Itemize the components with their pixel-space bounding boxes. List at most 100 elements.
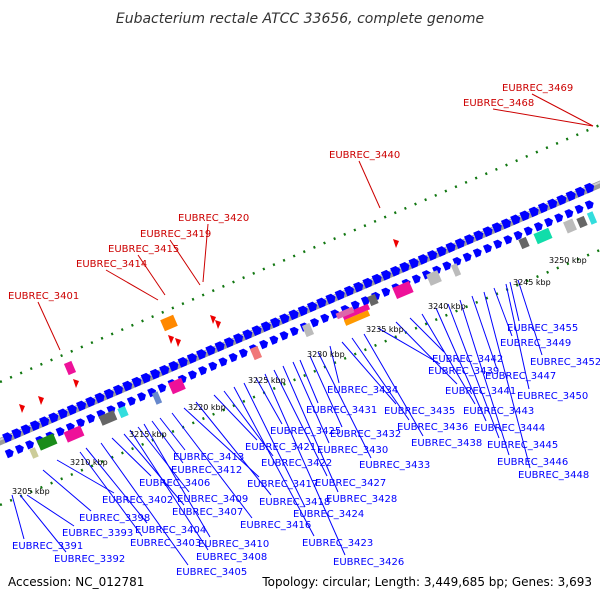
cds-reverse xyxy=(574,204,584,215)
feature-box xyxy=(341,303,371,321)
tick-label: 3235 kbp xyxy=(366,325,404,334)
feature-box xyxy=(168,377,186,395)
cds-reverse xyxy=(523,226,533,236)
leader-line xyxy=(42,469,92,512)
cds-forward xyxy=(482,226,493,238)
cds-forward xyxy=(316,297,327,309)
cds-reverse xyxy=(126,396,136,406)
cds-forward xyxy=(103,388,114,400)
leader-line xyxy=(233,386,315,537)
cds-forward xyxy=(343,285,354,297)
leader-line xyxy=(123,433,185,506)
feature-box xyxy=(533,227,553,245)
leader-line xyxy=(299,359,319,404)
leader-line xyxy=(255,377,283,425)
cds-forward xyxy=(66,404,77,416)
cds-forward xyxy=(417,254,428,265)
gene-label-blue: EUBREC_3433 xyxy=(359,460,430,471)
gene-label-blue: EUBREC_3422 xyxy=(261,458,332,469)
cds-reverse xyxy=(482,243,492,254)
leader-line xyxy=(143,423,211,538)
gene-label-red: EUBREC_3420 xyxy=(178,213,249,224)
cds-reverse xyxy=(503,235,513,245)
cds-forward xyxy=(574,186,585,198)
gene-label-blue: EUBREC_3398 xyxy=(79,513,150,524)
cds-forward xyxy=(463,234,475,245)
gene-label-blue: EUBREC_3408 xyxy=(196,552,267,563)
cds-forward xyxy=(436,246,447,257)
cds-forward xyxy=(408,258,419,269)
cds-reverse xyxy=(198,366,208,376)
feature-box xyxy=(29,447,39,459)
gene-label-blue: EUBREC_3424 xyxy=(293,509,364,520)
feature-box xyxy=(563,218,577,234)
cds-forward xyxy=(269,317,281,329)
map-title: Eubacterium rectale ATCC 33656, complete… xyxy=(116,11,484,27)
tick-label: 3230 kbp xyxy=(307,350,345,359)
cds-reverse xyxy=(218,357,228,367)
leader-line xyxy=(202,223,209,283)
leader-lines xyxy=(11,93,594,566)
gene-label-blue: EUBREC_3434 xyxy=(327,385,398,396)
feature-box xyxy=(63,360,77,376)
cds-reverse xyxy=(25,440,35,450)
leader-line xyxy=(100,442,189,566)
leader-line xyxy=(243,382,306,508)
feature-box xyxy=(576,215,588,229)
cds-forward xyxy=(510,214,521,226)
gene-label-blue: EUBREC_3430 xyxy=(317,445,388,456)
gene-label-red: EUBREC_3419 xyxy=(140,229,211,240)
cds-reverse xyxy=(462,252,472,262)
cds-forward xyxy=(491,222,502,234)
tick-labels: 3205 kbp 3210 kbp 3215 kbp 3220 kbp 3225 kbp… xyxy=(12,256,587,496)
leader-line xyxy=(493,287,513,337)
gene-label-blue: EUBREC_3427 xyxy=(315,478,386,489)
feature-box xyxy=(450,263,462,277)
tick-label: 3225 kbp xyxy=(248,376,286,385)
cds-forward xyxy=(556,194,567,206)
gene-label-blue: EUBREC_3428 xyxy=(326,494,397,505)
cds-reverse xyxy=(55,427,65,437)
gene-label-blue: EUBREC_3435 xyxy=(384,406,455,417)
leader-line xyxy=(26,494,75,527)
gene-label-red: EUBREC_3469 xyxy=(502,83,573,94)
leader-line xyxy=(509,281,520,322)
cds-forward xyxy=(131,376,142,388)
tick-label: 3210 kbp xyxy=(70,458,108,467)
leader-line xyxy=(11,494,25,540)
cds-forward xyxy=(537,202,548,214)
leader-line xyxy=(159,417,186,451)
cds-forward xyxy=(528,206,539,218)
cds-forward xyxy=(353,281,364,293)
feature-box xyxy=(335,306,355,320)
cds-forward xyxy=(325,293,336,305)
cds-forward xyxy=(85,396,96,408)
cds-forward xyxy=(122,380,133,392)
leader-line xyxy=(213,394,258,441)
cds-reverse xyxy=(187,370,197,380)
leader-line xyxy=(447,303,500,439)
gene-label-blue: EUBREC_3406 xyxy=(139,478,210,489)
cds-reverse xyxy=(289,326,299,337)
feature-box xyxy=(367,293,379,307)
cds-reverse xyxy=(320,313,330,324)
cds-reverse xyxy=(137,392,146,402)
leader-line xyxy=(492,108,594,127)
leader-line xyxy=(517,279,543,356)
cds-reverse xyxy=(381,287,391,297)
gene-label-blue: EUBREC_3431 xyxy=(306,405,377,416)
leader-line xyxy=(329,345,340,384)
leader-line xyxy=(317,351,372,459)
leader-line xyxy=(282,365,339,493)
gene-label-blue: EUBREC_3418 xyxy=(259,497,330,508)
leader-line xyxy=(264,373,346,556)
cds-reverse xyxy=(564,209,574,219)
cds-forward xyxy=(454,238,465,249)
cds-reverse xyxy=(157,383,167,393)
gene-label-red: EUBREC_3468 xyxy=(463,98,534,109)
cds-forward xyxy=(380,269,391,281)
gene-label-blue: EUBREC_3421 xyxy=(245,442,316,453)
gene-label-blue: EUBREC_3412 xyxy=(171,465,242,476)
leader-line xyxy=(151,420,184,464)
cds-forward xyxy=(547,198,558,210)
